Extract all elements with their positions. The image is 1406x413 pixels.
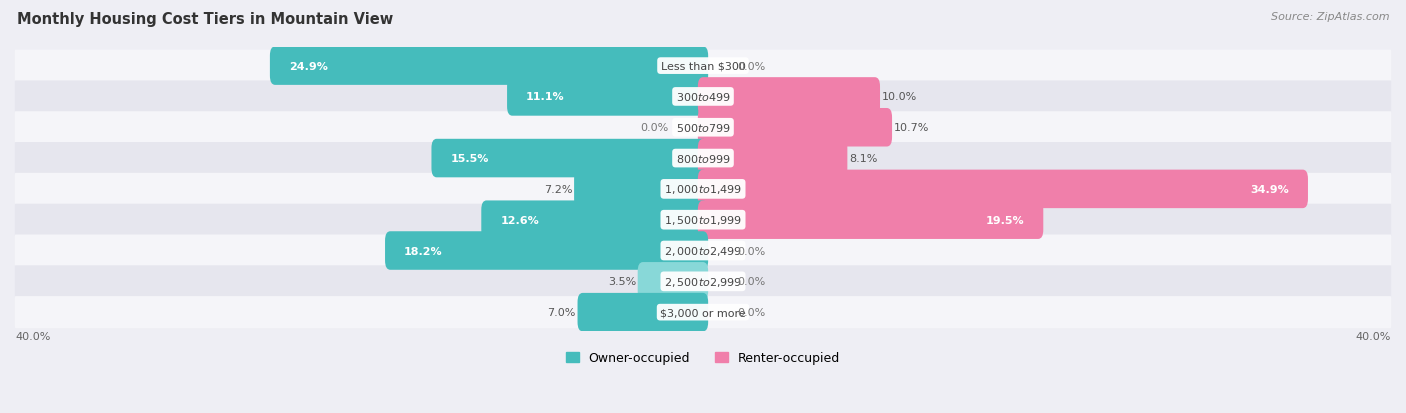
FancyBboxPatch shape — [508, 78, 709, 116]
Text: Monthly Housing Cost Tiers in Mountain View: Monthly Housing Cost Tiers in Mountain V… — [17, 12, 394, 27]
Text: $2,000 to $2,499: $2,000 to $2,499 — [664, 244, 742, 257]
FancyBboxPatch shape — [15, 235, 1391, 267]
Text: $800 to $999: $800 to $999 — [675, 153, 731, 165]
Text: Less than $300: Less than $300 — [661, 62, 745, 71]
Text: $300 to $499: $300 to $499 — [675, 91, 731, 103]
FancyBboxPatch shape — [481, 201, 709, 240]
Text: 7.0%: 7.0% — [547, 307, 576, 317]
Text: $2,500 to $2,999: $2,500 to $2,999 — [664, 275, 742, 288]
Text: 24.9%: 24.9% — [288, 62, 328, 71]
FancyBboxPatch shape — [15, 112, 1391, 144]
Text: 19.5%: 19.5% — [986, 215, 1025, 225]
Text: 0.0%: 0.0% — [737, 246, 766, 256]
Text: $1,500 to $1,999: $1,500 to $1,999 — [664, 214, 742, 227]
FancyBboxPatch shape — [15, 266, 1391, 298]
Text: 0.0%: 0.0% — [737, 277, 766, 287]
FancyBboxPatch shape — [15, 173, 1391, 205]
Text: 12.6%: 12.6% — [501, 215, 538, 225]
Text: 40.0%: 40.0% — [15, 332, 51, 342]
Text: 11.1%: 11.1% — [526, 92, 565, 102]
FancyBboxPatch shape — [15, 297, 1391, 328]
Text: 10.7%: 10.7% — [894, 123, 929, 133]
Text: 10.0%: 10.0% — [882, 92, 917, 102]
Text: $500 to $799: $500 to $799 — [675, 122, 731, 134]
Text: 40.0%: 40.0% — [1355, 332, 1391, 342]
Text: 3.5%: 3.5% — [607, 277, 636, 287]
FancyBboxPatch shape — [638, 262, 709, 301]
FancyBboxPatch shape — [578, 293, 709, 332]
FancyBboxPatch shape — [15, 204, 1391, 236]
Text: $3,000 or more: $3,000 or more — [661, 307, 745, 317]
Text: 15.5%: 15.5% — [450, 154, 489, 164]
FancyBboxPatch shape — [697, 201, 1043, 240]
FancyBboxPatch shape — [574, 170, 709, 209]
FancyBboxPatch shape — [15, 50, 1391, 83]
Text: 0.0%: 0.0% — [640, 123, 669, 133]
FancyBboxPatch shape — [697, 109, 891, 147]
Text: Source: ZipAtlas.com: Source: ZipAtlas.com — [1271, 12, 1389, 22]
Text: 0.0%: 0.0% — [737, 62, 766, 71]
FancyBboxPatch shape — [697, 170, 1308, 209]
Text: $1,000 to $1,499: $1,000 to $1,499 — [664, 183, 742, 196]
FancyBboxPatch shape — [385, 232, 709, 270]
FancyBboxPatch shape — [270, 47, 709, 85]
FancyBboxPatch shape — [697, 140, 848, 178]
FancyBboxPatch shape — [432, 140, 709, 178]
Text: 7.2%: 7.2% — [544, 185, 572, 195]
Text: 18.2%: 18.2% — [404, 246, 443, 256]
FancyBboxPatch shape — [697, 78, 880, 116]
Text: 0.0%: 0.0% — [737, 307, 766, 317]
Text: 34.9%: 34.9% — [1250, 185, 1289, 195]
FancyBboxPatch shape — [15, 143, 1391, 175]
Legend: Owner-occupied, Renter-occupied: Owner-occupied, Renter-occupied — [567, 351, 839, 364]
FancyBboxPatch shape — [15, 81, 1391, 113]
Text: 8.1%: 8.1% — [849, 154, 877, 164]
